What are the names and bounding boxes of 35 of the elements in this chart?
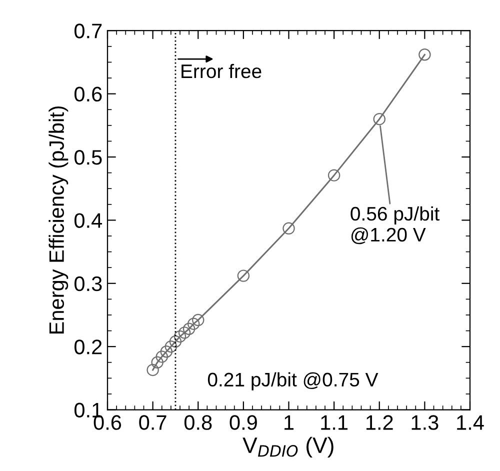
- point: [164, 340, 178, 353]
- point: [373, 112, 386, 126]
- point: [156, 350, 168, 363]
- x-tick-label: 0.8: [184, 415, 212, 430]
- point: [146, 364, 159, 376]
- point: [192, 314, 204, 326]
- point: [418, 48, 431, 61]
- x-tick-label: 1.4: [457, 415, 484, 430]
- x-tick-label: 1.1: [321, 415, 348, 430]
- point: [169, 335, 182, 348]
- x-tick-label: 1.2: [366, 415, 393, 430]
- y-tick-label: 0.7: [74, 24, 102, 38]
- point: [182, 322, 196, 335]
- y-tick-label: 0.5: [74, 150, 102, 165]
- point: [178, 326, 191, 339]
- y-tick-label: 0.6: [74, 86, 102, 102]
- y-tick-label: 0.3: [74, 276, 102, 292]
- point: [160, 346, 173, 358]
- annotation: Error free: [182, 64, 262, 78]
- point: [174, 330, 186, 343]
- annotation: 0.21 pJ/bit @0.75 V: [208, 372, 378, 390]
- point: [282, 222, 295, 235]
- x-tick-label: 0.7: [139, 415, 166, 430]
- x-tick-label: 1.3: [412, 415, 438, 430]
- y-tick-label: 0.2: [74, 340, 102, 354]
- point: [187, 318, 200, 330]
- point: [328, 169, 340, 182]
- annotation: 0.56 pJ/bit @1.20 V: [350, 206, 440, 244]
- x-axis-title: V$_{DDIO}$ (V): [242, 436, 334, 458]
- point: [151, 356, 164, 368]
- y-axis-title: Energy Efficiency (pJ/bit): [48, 106, 68, 334]
- point: [237, 270, 250, 282]
- x-tick-label: 0.9: [230, 415, 257, 430]
- y-tick-label: 0.4: [74, 213, 102, 228]
- x-tick-label: 1: [284, 415, 294, 430]
